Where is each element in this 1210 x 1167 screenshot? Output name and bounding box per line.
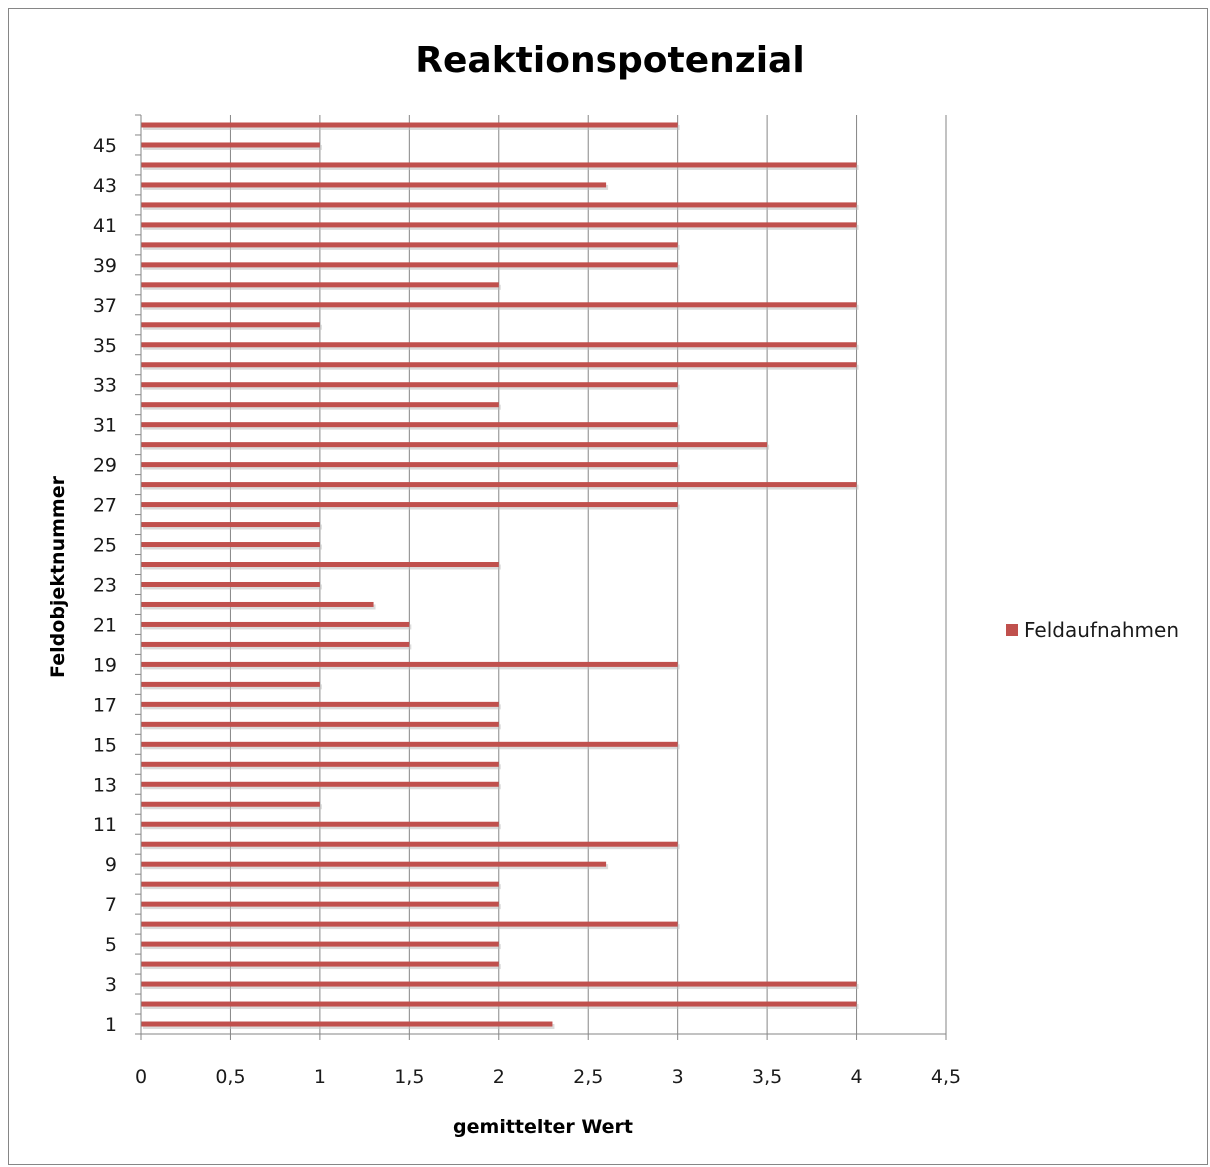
y-tick-label: 11 [93, 814, 117, 836]
bar-29 [141, 462, 678, 468]
bar-28 [141, 482, 857, 488]
bar-6 [141, 921, 678, 927]
y-tick-label: 29 [93, 455, 117, 477]
bars [141, 122, 859, 1030]
bar-33 [141, 382, 678, 388]
bar-15 [141, 741, 678, 747]
y-tick-label: 1 [105, 1014, 117, 1036]
bar-21 [141, 621, 410, 627]
bar-35 [141, 342, 857, 348]
legend: Feldaufnahmen [1006, 618, 1179, 642]
bar-3 [141, 981, 857, 987]
bar-30 [141, 442, 768, 448]
y-tick-label: 15 [93, 734, 117, 756]
x-tick-label: 0,5 [215, 1066, 245, 1088]
y-tick-label: 21 [93, 614, 117, 636]
bar-1 [141, 1021, 553, 1027]
bar-27 [141, 502, 678, 508]
y-tick-label: 7 [105, 894, 117, 916]
bar-14 [141, 761, 499, 767]
y-tick-label: 45 [93, 135, 117, 157]
y-tick-label: 31 [93, 415, 117, 437]
bar-39 [141, 262, 678, 268]
bar-8 [141, 881, 499, 887]
y-tick-label: 17 [93, 694, 117, 716]
bar-36 [141, 322, 320, 328]
y-tick-label: 37 [93, 295, 117, 317]
x-tick-label: 1 [314, 1066, 326, 1088]
x-tick-label: 4,5 [931, 1066, 961, 1088]
y-tick-labels: 1357911131517192123252729313335373941434… [93, 135, 117, 1036]
y-tick-label: 25 [93, 535, 117, 557]
x-tick-labels: 0 0,5 1 1,5 2 2,5 3 3,5 4 4,5 [135, 1066, 961, 1088]
y-tick-label: 33 [93, 375, 117, 397]
grid-lines [229, 115, 947, 1034]
y-tick-label: 5 [105, 934, 117, 956]
x-tick-label: 2,5 [573, 1066, 603, 1088]
bar-42 [141, 202, 857, 208]
legend-label: Feldaufnahmen [1024, 618, 1179, 642]
bar-20 [141, 641, 410, 647]
bar-23 [141, 581, 320, 587]
bar-37 [141, 302, 857, 308]
bar-26 [141, 522, 320, 528]
x-tick-label: 4 [851, 1066, 863, 1088]
x-tick-label: 2 [493, 1066, 505, 1088]
bar-13 [141, 781, 499, 787]
y-tick-label: 13 [93, 774, 117, 796]
bar-41 [141, 222, 857, 228]
y-tick-label: 27 [93, 495, 117, 517]
y-tick-label: 23 [93, 574, 117, 596]
y-tick-label: 3 [105, 974, 117, 996]
bar-12 [141, 801, 320, 807]
bar-4 [141, 961, 499, 967]
legend-swatch [1006, 624, 1018, 636]
x-tick-label: 0 [135, 1066, 147, 1088]
bar-24 [141, 562, 499, 568]
bar-43 [141, 182, 607, 188]
x-tick-label: 3 [672, 1066, 684, 1088]
bar-18 [141, 681, 320, 687]
bar-34 [141, 362, 857, 368]
bar-7 [141, 901, 499, 907]
bar-17 [141, 701, 499, 707]
x-axis-title: gemittelter Wert [453, 1116, 633, 1138]
bar-45 [141, 142, 320, 148]
y-tick-label: 43 [93, 175, 117, 197]
bar-44 [141, 162, 857, 168]
bar-11 [141, 821, 499, 827]
axes [135, 114, 947, 1040]
bar-46 [141, 122, 678, 128]
bar-25 [141, 542, 320, 548]
bar-10 [141, 841, 678, 847]
bar-shadow-46 [143, 124, 680, 130]
y-tick-label: 9 [105, 854, 117, 876]
bar-9 [141, 861, 607, 867]
x-tick-label: 3,5 [752, 1066, 782, 1088]
y-axis-title: Feldobjektnummer [47, 475, 69, 678]
bar-38 [141, 282, 499, 288]
bar-19 [141, 661, 678, 667]
bar-32 [141, 402, 499, 408]
bar-5 [141, 941, 499, 947]
x-tick-label: 1,5 [394, 1066, 424, 1088]
bar-2 [141, 1001, 857, 1007]
y-tick-label: 39 [93, 255, 117, 277]
bar-16 [141, 721, 499, 727]
chart-title: Reaktionspotenzial [415, 40, 804, 81]
y-tick-label: 19 [93, 654, 117, 676]
y-tick-label: 35 [93, 335, 117, 357]
bar-40 [141, 242, 678, 248]
y-tick-label: 41 [93, 215, 117, 237]
bar-31 [141, 422, 678, 428]
bar-22 [141, 601, 374, 607]
